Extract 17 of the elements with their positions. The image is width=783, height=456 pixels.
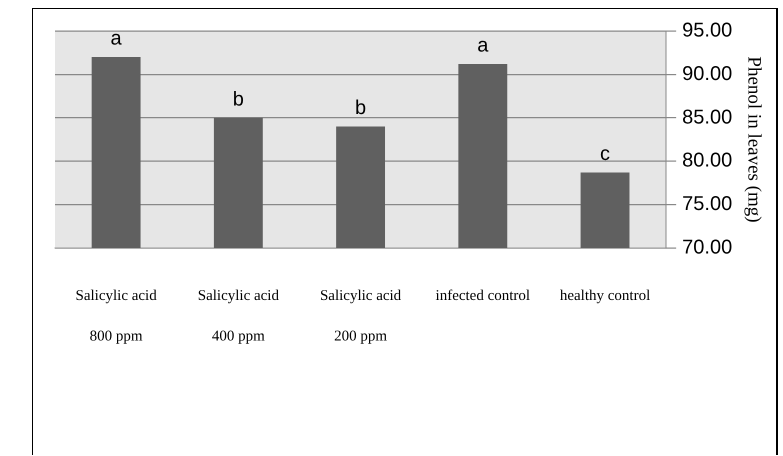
y-tick-label: 70.00 [682,236,732,259]
x-tick-label: infected control [436,288,530,304]
y-tick-label: 95.00 [682,20,732,42]
y-tick-label: 85.00 [682,106,732,128]
annotation: c [600,143,610,165]
y-tick-label: 75.00 [682,193,732,216]
y-axis-title: Phenol in leaves (mg) [744,56,765,223]
annotation: a [477,34,490,56]
annotation: b [232,88,244,110]
annotation: b [355,96,366,119]
y-tick-label: 80.00 [682,150,732,172]
category-label: Salicylic acid 800 ppm [76,288,157,345]
annotation: a [110,28,123,50]
category-label: Salicylic acid 400 ppm [198,288,279,345]
x-tick-label: healthy control [560,288,650,304]
category-label: Salicylic acid 200 ppm [320,288,402,345]
y-tick-label: 90.00 [682,62,732,85]
